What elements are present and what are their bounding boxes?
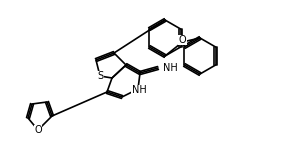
Text: NH: NH bbox=[163, 63, 178, 73]
Text: O: O bbox=[34, 125, 42, 135]
Text: O: O bbox=[179, 35, 186, 45]
Text: NH: NH bbox=[132, 85, 146, 95]
Text: S: S bbox=[97, 71, 103, 81]
